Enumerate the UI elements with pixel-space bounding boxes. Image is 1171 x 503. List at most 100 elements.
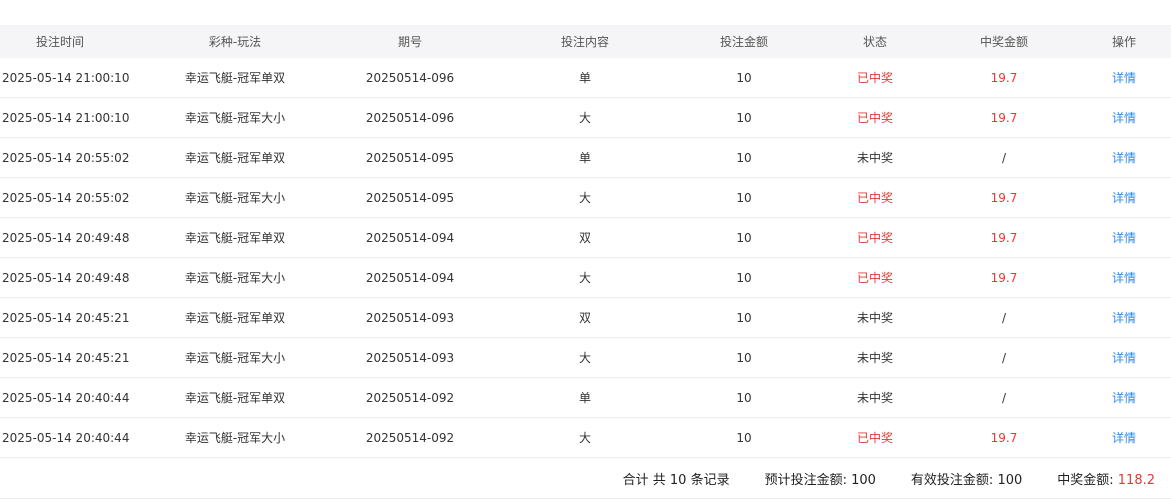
- cell-action[interactable]: 详情: [1046, 297, 1171, 338]
- cell-action[interactable]: 详情: [1046, 137, 1171, 178]
- cell-game: 幸运飞艇-冠军大小: [120, 417, 350, 458]
- summary-bar: 合计 共 10 条记录 预计投注金额: 100 有效投注金额: 100 中奖金额…: [0, 459, 1171, 499]
- cell-win: 19.7: [962, 417, 1046, 458]
- cell-issue: 20250514-093: [350, 297, 470, 338]
- cell-game: 幸运飞艇-冠军单双: [120, 217, 350, 258]
- cell-action[interactable]: 详情: [1046, 417, 1171, 458]
- cell-content: 双: [470, 297, 700, 338]
- cell-time: 2025-05-14 20:49:48: [0, 257, 129, 298]
- cell-action[interactable]: 详情: [1046, 97, 1171, 138]
- table-row: 2025-05-14 20:40:44 幸运飞艇-冠军大小 20250514-092…: [0, 417, 1171, 458]
- cell-status: 已中奖: [788, 257, 962, 298]
- table-row: 2025-05-14 21:00:10 幸运飞艇-冠军单双 20250514-096…: [0, 58, 1171, 98]
- cell-amount: 10: [700, 217, 788, 258]
- cell-time: 2025-05-14 20:40:44: [0, 417, 129, 458]
- table-row: 2025-05-14 20:45:21 幸运飞艇-冠军单双 20250514-093…: [0, 297, 1171, 338]
- cell-game: 幸运飞艇-冠军单双: [120, 137, 350, 178]
- cell-amount: 10: [700, 377, 788, 418]
- cell-action[interactable]: 详情: [1046, 257, 1171, 298]
- win-label: 中奖金额:: [1057, 473, 1118, 488]
- column-header-win: 中奖金额: [962, 25, 1046, 58]
- cell-action[interactable]: 详情: [1046, 177, 1171, 218]
- cell-issue: 20250514-093: [350, 337, 470, 378]
- win-value: 118.2: [1117, 473, 1155, 488]
- cell-issue: 20250514-094: [350, 217, 470, 258]
- column-header-time: 投注时间: [0, 25, 120, 58]
- table-row: 2025-05-14 20:40:44 幸运飞艇-冠军单双 20250514-092…: [0, 377, 1171, 418]
- cell-status: 已中奖: [788, 217, 962, 258]
- valid-bet-amount: 有效投注金额: 100: [911, 469, 1022, 488]
- cell-issue: 20250514-092: [350, 377, 470, 418]
- cell-action[interactable]: 详情: [1046, 377, 1171, 418]
- column-header-action: 操作: [1046, 25, 1171, 58]
- win-amount-total: 中奖金额: 118.2: [1057, 469, 1155, 488]
- cell-win: /: [962, 337, 1046, 378]
- cell-status: 未中奖: [788, 297, 962, 338]
- cell-time: 2025-05-14 20:55:02: [0, 137, 129, 178]
- cell-win: 19.7: [962, 177, 1046, 218]
- bet-records-table: 投注时间 彩种-玩法 期号 投注内容 投注金额 状态 中奖金额 操作 2025-05-14 2…: [0, 25, 1171, 458]
- cell-status: 已中奖: [788, 58, 962, 98]
- cell-win: 19.7: [962, 58, 1046, 98]
- cell-content: 单: [470, 137, 700, 178]
- cell-issue: 20250514-096: [350, 97, 470, 138]
- cell-status: 未中奖: [788, 137, 962, 178]
- cell-time: 2025-05-14 20:40:44: [0, 377, 129, 418]
- cell-content: 大: [470, 177, 700, 218]
- cell-time: 2025-05-14 21:00:10: [0, 97, 129, 138]
- cell-time: 2025-05-14 21:00:10: [0, 58, 129, 98]
- cell-win: /: [962, 137, 1046, 178]
- cell-action[interactable]: 详情: [1046, 58, 1171, 98]
- cell-issue: 20250514-092: [350, 417, 470, 458]
- table-row: 2025-05-14 20:49:48 幸运飞艇-冠军大小 20250514-094…: [0, 257, 1171, 298]
- table-row: 2025-05-14 20:49:48 幸运飞艇-冠军单双 20250514-094…: [0, 217, 1171, 258]
- cell-content: 单: [470, 58, 700, 98]
- expected-label: 预计投注金额:: [764, 473, 852, 488]
- cell-issue: 20250514-095: [350, 137, 470, 178]
- cell-win: /: [962, 297, 1046, 338]
- cell-time: 2025-05-14 20:45:21: [0, 337, 129, 378]
- cell-win: 19.7: [962, 97, 1046, 138]
- expected-bet-amount: 预计投注金额: 100: [765, 469, 876, 488]
- cell-amount: 10: [700, 177, 788, 218]
- table-row: 2025-05-14 20:55:02 幸运飞艇-冠军单双 20250514-095…: [0, 137, 1171, 178]
- expected-value: 100: [851, 473, 876, 488]
- cell-game: 幸运飞艇-冠军单双: [120, 377, 350, 418]
- cell-status: 已中奖: [788, 417, 962, 458]
- cell-action[interactable]: 详情: [1046, 217, 1171, 258]
- table-header: 投注时间 彩种-玩法 期号 投注内容 投注金额 状态 中奖金额 操作: [0, 25, 1171, 58]
- cell-amount: 10: [700, 58, 788, 98]
- cell-amount: 10: [700, 137, 788, 178]
- cell-amount: 10: [700, 337, 788, 378]
- cell-win: /: [962, 377, 1046, 418]
- cell-status: 已中奖: [788, 177, 962, 218]
- column-header-content: 投注内容: [470, 25, 700, 58]
- cell-amount: 10: [700, 257, 788, 298]
- cell-status: 已中奖: [788, 97, 962, 138]
- column-header-amount: 投注金额: [700, 25, 788, 58]
- cell-content: 大: [470, 257, 700, 298]
- cell-issue: 20250514-095: [350, 177, 470, 218]
- cell-status: 未中奖: [788, 377, 962, 418]
- column-header-status: 状态: [788, 25, 962, 58]
- cell-action[interactable]: 详情: [1046, 337, 1171, 378]
- column-header-issue: 期号: [350, 25, 470, 58]
- cell-game: 幸运飞艇-冠军大小: [120, 97, 350, 138]
- cell-content: 双: [470, 217, 700, 258]
- cell-content: 大: [470, 97, 700, 138]
- cell-game: 幸运飞艇-冠军大小: [120, 257, 350, 298]
- cell-amount: 10: [700, 297, 788, 338]
- table-row: 2025-05-14 21:00:10 幸运飞艇-冠军大小 20250514-096…: [0, 97, 1171, 138]
- cell-game: 幸运飞艇-冠军大小: [120, 177, 350, 218]
- cell-content: 大: [470, 417, 700, 458]
- cell-win: 19.7: [962, 257, 1046, 298]
- cell-content: 大: [470, 337, 700, 378]
- cell-issue: 20250514-096: [350, 58, 470, 98]
- total-records: 合计 共 10 条记录: [622, 473, 730, 488]
- cell-time: 2025-05-14 20:49:48: [0, 217, 129, 258]
- cell-status: 未中奖: [788, 337, 962, 378]
- column-header-game: 彩种-玩法: [120, 25, 350, 58]
- cell-issue: 20250514-094: [350, 257, 470, 298]
- cell-amount: 10: [700, 417, 788, 458]
- cell-game: 幸运飞艇-冠军单双: [120, 58, 350, 98]
